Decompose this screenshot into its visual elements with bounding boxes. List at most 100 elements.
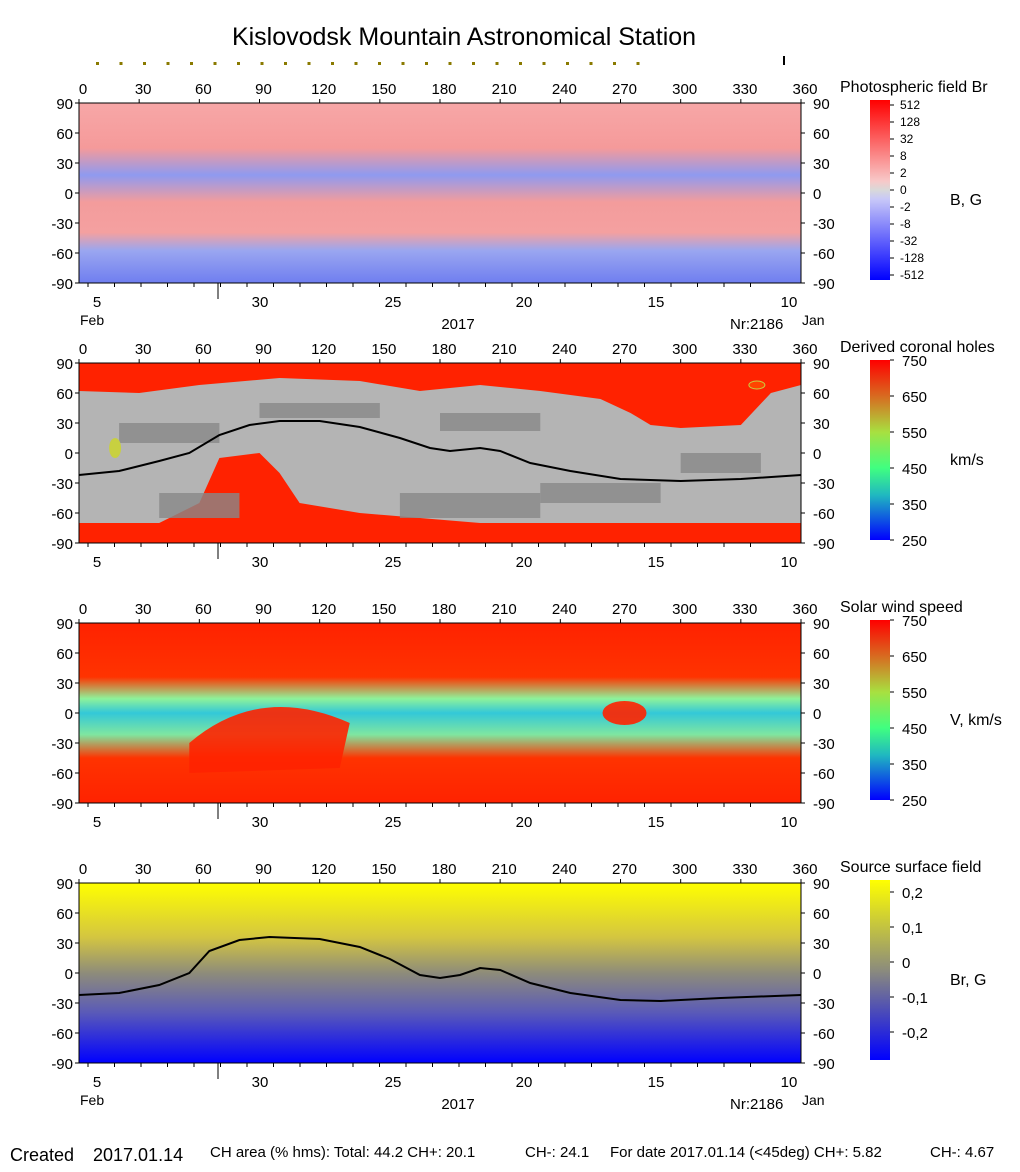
- y-tick-label-right: -90: [813, 536, 835, 553]
- y-tick-label-right: 60: [813, 126, 830, 143]
- colorbar-tick-label: 350: [902, 497, 927, 514]
- colorbar: [870, 620, 890, 800]
- colorbar-label: B, G: [950, 192, 982, 209]
- year-label: 2017: [441, 316, 474, 333]
- x-tick-label: 330: [732, 81, 757, 98]
- colorbar: [870, 880, 890, 1060]
- colorbar-tick-label: -32: [900, 234, 918, 248]
- date-tick-label: 10: [781, 554, 798, 571]
- colorbar-tick-label: 750: [902, 613, 927, 630]
- x-tick-label: 240: [552, 81, 577, 98]
- x-tick-label: 60: [195, 81, 212, 98]
- plot-area: [79, 623, 801, 803]
- y-tick-label-right: -60: [813, 246, 835, 263]
- colorbar-tick-label: 350: [902, 757, 927, 774]
- top-mark: [237, 62, 240, 65]
- date-tick-label: 30: [252, 554, 269, 571]
- x-tick-label: 300: [672, 601, 697, 618]
- top-mark: [589, 62, 593, 65]
- date-tick-label: 20: [516, 1074, 533, 1091]
- date-tick-label: 25: [385, 554, 402, 571]
- year-label: 2017: [441, 1096, 474, 1113]
- x-tick-label: 150: [371, 861, 396, 878]
- date-tick-label: 5: [93, 1074, 101, 1091]
- x-tick-label: 90: [255, 601, 272, 618]
- y-tick-label-right: 90: [813, 876, 830, 893]
- small-coronal-hole: [109, 438, 122, 458]
- colorbar-tick-label: 32: [900, 132, 914, 146]
- x-tick-label: 0: [79, 601, 87, 618]
- y-tick-label: 60: [56, 386, 73, 403]
- y-tick-label-right: -30: [813, 996, 835, 1013]
- colorbar-tick-label: 8: [900, 149, 907, 163]
- x-tick-label: 120: [311, 601, 336, 618]
- x-tick-label: 90: [255, 81, 272, 98]
- y-tick-label-right: 30: [813, 936, 830, 953]
- x-tick-label: 30: [135, 341, 152, 358]
- y-tick-label: -60: [51, 766, 73, 783]
- top-mark: [96, 62, 99, 65]
- date-tick-label: 15: [648, 554, 665, 571]
- y-tick-label-right: 30: [813, 676, 830, 693]
- date-tick-label: 25: [385, 294, 402, 311]
- x-tick-label: 240: [552, 601, 577, 618]
- top-mark: [566, 62, 569, 65]
- x-tick-label: 180: [431, 601, 456, 618]
- top-mark: [119, 62, 123, 65]
- y-tick-label-right: -30: [813, 476, 835, 493]
- date-tick-label: 25: [385, 814, 402, 831]
- colorbar-tick-label: -0,2: [902, 1025, 928, 1042]
- date-tick-label: 20: [516, 814, 533, 831]
- colorbar-tick-label: -0,1: [902, 990, 928, 1007]
- colorbar-tick-label: 250: [902, 793, 927, 810]
- x-tick-label: 240: [552, 341, 577, 358]
- colorbar-label: km/s: [950, 452, 984, 469]
- y-tick-label: 30: [56, 416, 73, 433]
- y-tick-label: -90: [51, 276, 73, 293]
- y-tick-label: 30: [56, 936, 73, 953]
- colorbar-tick-label: 450: [902, 721, 927, 738]
- panel-title: Source surface field: [840, 859, 981, 876]
- date-tick-label: 10: [781, 814, 798, 831]
- y-tick-label-right: 30: [813, 416, 830, 433]
- grey-patch: [399, 493, 541, 518]
- y-tick-label-right: -60: [813, 1026, 835, 1043]
- x-tick-label: 330: [732, 601, 757, 618]
- top-mark: [378, 62, 381, 65]
- date-tick-label: 30: [252, 814, 269, 831]
- created-label: Created: [10, 1145, 74, 1165]
- y-tick-label: -30: [51, 736, 73, 753]
- colorbar-tick-label: 550: [902, 685, 927, 702]
- colorbar-tick-label: 128: [900, 115, 920, 129]
- y-tick-label-right: 0: [813, 446, 821, 463]
- colorbar: [870, 100, 890, 280]
- plot-area: [79, 883, 801, 1063]
- top-mark: [448, 62, 452, 65]
- y-tick-label-right: -60: [813, 506, 835, 523]
- x-tick-label: 360: [792, 601, 817, 618]
- date-tick-label: 15: [648, 814, 665, 831]
- x-tick-label: 60: [195, 601, 212, 618]
- colorbar: [870, 360, 890, 540]
- top-mark: [190, 62, 193, 65]
- panel-title: Solar wind speed: [840, 599, 963, 616]
- date-tick-label: 30: [252, 1074, 269, 1091]
- top-mark: [613, 62, 616, 65]
- x-tick-label: 150: [371, 341, 396, 358]
- grey-patch: [540, 483, 661, 503]
- month-left: Feb: [80, 312, 104, 328]
- x-tick-label: 330: [732, 341, 757, 358]
- y-tick-label-right: 90: [813, 96, 830, 113]
- top-mark: [401, 62, 405, 65]
- date-tick-label: 30: [252, 294, 269, 311]
- x-tick-label: 360: [792, 861, 817, 878]
- top-mark: [425, 62, 428, 65]
- y-tick-label: -90: [51, 796, 73, 813]
- colorbar-label: Br, G: [950, 972, 986, 989]
- top-mark: [495, 62, 499, 65]
- y-tick-label-right: 60: [813, 906, 830, 923]
- date-tick-label: 5: [93, 554, 101, 571]
